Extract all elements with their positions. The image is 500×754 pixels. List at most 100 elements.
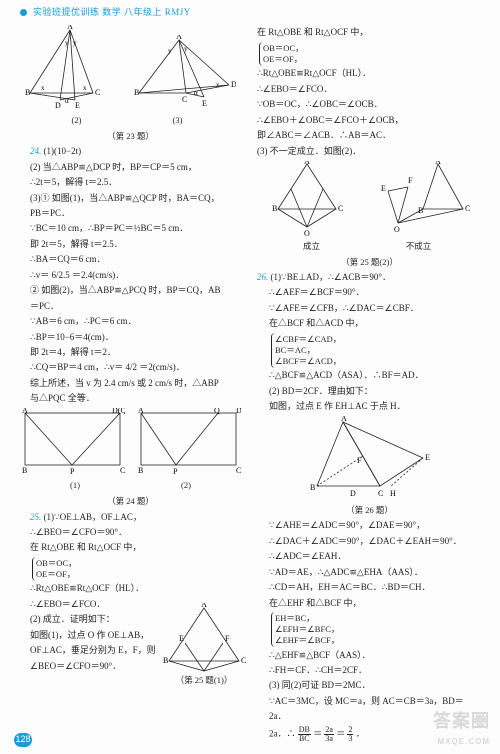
svg-text:x: x xyxy=(216,81,220,89)
text-line: (2) BD＝2CF．理由如下： xyxy=(257,385,482,399)
svg-text:F: F xyxy=(357,456,362,465)
text-line: ∵∠AHE＝∠ADC＝90°，∠DAE＝90°， xyxy=(257,519,482,533)
svg-text:Q: Q xyxy=(214,408,220,415)
svg-text:D: D xyxy=(350,489,356,498)
fig25b-sub1: 成立 xyxy=(266,240,358,253)
question-number: 25. xyxy=(30,512,44,522)
text: ∴∠AEF＝∠BCF＝90°． xyxy=(269,287,364,297)
text: 即 2t＝4，解得 t＝2． xyxy=(30,347,116,357)
svg-text:y: y xyxy=(168,47,172,55)
svg-text:B: B xyxy=(134,88,139,97)
figure-24-2: A B C D Q P xyxy=(136,408,241,478)
text-line: ∴BP＝10−6＝4(cm)． xyxy=(18,331,243,345)
text: 即 2t＝5，解得 t＝2.5． xyxy=(30,239,123,249)
text: ∵∠AHE＝∠ADC＝90°，∠DAE＝90°， xyxy=(269,520,425,530)
text-line: 即 2t＝4，解得 t＝2． xyxy=(18,346,243,360)
text: ∵AB＝6 cm，∴PC＝6 cm． xyxy=(30,316,136,326)
text-line: 即 2t＝5，解得 t＝2.5． xyxy=(18,238,243,252)
frac-lhs: 2a．∴ xyxy=(269,728,298,738)
text-line: ∴∠DAC＋∠ADC＝90°，∠DAC＋∠EAH＝90°． xyxy=(257,535,482,549)
svg-text:B: B xyxy=(163,656,168,665)
figure-24-1: A B C D(Q) P xyxy=(20,408,125,478)
text-line: (3)① 如图(1)，当△ABP≌△QCP 时，BA＝CQ， xyxy=(18,192,243,206)
question-number: 24. xyxy=(30,146,44,156)
label-D: D xyxy=(55,101,61,110)
text-line: ∴Rt△OBE≌Rt△OCF（HL）． xyxy=(18,582,243,596)
label-B: B xyxy=(25,88,30,97)
text: ∠BEO＝∠CFO＝90°． xyxy=(30,661,121,671)
brace-line: EH＝BC，∠EFH＝∠BFC，∠EHF＝∠BCF， xyxy=(257,612,482,647)
header-title: 实验班提优训练 数学 八年级上 RMJY xyxy=(33,6,191,20)
svg-text:D: D xyxy=(236,408,241,415)
text: 综上所述，当 v 为 2.4 cm/s 或 2 cm/s 时，△ABP xyxy=(30,378,219,388)
text: ∴CD＝AH，EH＝AC＝BC．∴BD＝CH． xyxy=(269,582,430,592)
svg-text:α: α xyxy=(194,89,198,97)
fig24-caption: （第 24 题） xyxy=(18,495,243,508)
svg-text:B: B xyxy=(272,204,277,213)
figure-25-1-wrap: A B C E F O （第 25 题(1)） xyxy=(161,603,247,689)
text: (1)∵BE⊥AD，∴∠ACB＝90°． xyxy=(271,272,391,282)
brace: OB＝OC，OE＝OF， xyxy=(32,557,77,581)
text-line: ∴∠EBO＝∠FCO． xyxy=(257,83,482,97)
text-line: 在△BCF 和△ACD 中， xyxy=(257,317,482,331)
text: 在 Rt△OBE 和 Rt△OCF 中， xyxy=(257,27,368,37)
text-line: ∴∠AEF＝∠BCF＝90°． xyxy=(257,286,482,300)
text: ∴FH＝CF．∴CH＝2CF． xyxy=(269,665,367,675)
svg-text:D: D xyxy=(231,80,236,89)
text-line: (3) 不一定成立．如图(2)． xyxy=(257,145,482,159)
text: ∴BP＝10−6＝4(cm)． xyxy=(30,332,114,342)
text: ∴2t＝5，解得 t＝2.5． xyxy=(30,177,117,187)
svg-text:E: E xyxy=(179,634,184,643)
frac-3: 23 xyxy=(347,726,353,743)
text-line: ＝PC． xyxy=(18,300,243,314)
page-number-value: 128 xyxy=(14,733,32,747)
text: ∴v＝ 6/2.5 ＝2.4(cm/s)． xyxy=(30,270,124,280)
left-text: 24. (1)(10−2t)(2) 当△ABP≌△DCP 时，BP＝CP＝5 c… xyxy=(18,145,243,406)
text-line: ∴CD＝AH，EH＝AC＝BC．∴BD＝CH． xyxy=(257,581,482,595)
text-line: ∴∠EBO＋∠OBC＝∠FCO＋∠OCB， xyxy=(257,114,482,128)
figure-25-2-subs: 成立 不成立 xyxy=(257,239,482,255)
text-line: 26. (1)∵BE⊥AD，∴∠ACB＝90°． xyxy=(257,271,482,285)
frac-2: 2a3a xyxy=(324,726,334,743)
text: ∵AC＝3MC，设 MC＝a，则 AC＝CB＝3a，BD＝ xyxy=(269,696,464,706)
svg-text:A: A xyxy=(435,161,441,166)
right-column: 在 Rt△OBE 和 Rt△OCF 中， OB＝OC，OE＝OF， ∴Rt△OBE≌… xyxy=(257,25,482,744)
text: (3) 不一定成立．如图(2)． xyxy=(257,146,361,156)
text: ∴Rt△OBE≌Rt△OCF（HL）． xyxy=(257,68,371,78)
text-line: 与△PQC 全等． xyxy=(18,392,243,406)
text-line: ∴∠BEO＝∠CFO＝90°． xyxy=(18,526,243,540)
page-number: 128 xyxy=(14,733,32,747)
figure-23-3: A B C D E y y x α xyxy=(134,35,236,113)
text: 与△PQC 全等． xyxy=(30,393,95,403)
text: ∵AD＝AE，∴△ADC≌△EHA（AAS）． xyxy=(269,567,423,577)
brace-line: OB＝OC，OE＝OF， xyxy=(257,42,482,66)
svg-text:B: B xyxy=(138,466,143,475)
text: 在 Rt△OBE 和 Rt△OCF 中， xyxy=(30,542,141,552)
left-column: A B C D E x x y y α A B C D xyxy=(18,25,243,744)
text: (1)(10−2t) xyxy=(44,146,82,156)
svg-text:A: A xyxy=(138,408,144,415)
text-line: 24. (1)(10−2t) xyxy=(18,145,243,159)
text: (2) BD＝2CF．理由如下： xyxy=(269,386,373,396)
svg-text:A: A xyxy=(304,161,310,166)
text-line: PB＝PC． xyxy=(18,207,243,221)
svg-text:y: y xyxy=(184,45,188,53)
text: ∴∠BEO＝∠CFO＝90°． xyxy=(30,527,127,537)
text: ∴∠DAC＋∠ADC＝90°，∠DAC＋∠EAH＝90°． xyxy=(269,536,462,546)
text-line: ∴FH＝CF．∴CH＝2CF． xyxy=(257,664,482,678)
svg-text:C: C xyxy=(465,204,470,213)
svg-text:H: H xyxy=(390,489,396,498)
text: ∴BA＝CQ＝6 cm． xyxy=(30,254,105,264)
fig26-caption: （第 26 题） xyxy=(257,504,482,517)
text-line: 在 Rt△OBE 和 Rt△OCF 中， xyxy=(257,26,482,40)
text-line: ∵OB＝OC，∴∠OBC＝∠OCB． xyxy=(257,98,482,112)
figure-23-2: A B C D E x x y y α xyxy=(25,25,113,113)
svg-text:P: P xyxy=(70,467,75,476)
svg-text:F: F xyxy=(225,634,230,643)
svg-text:D(Q): D(Q) xyxy=(112,408,125,415)
right-text-a: 在 Rt△OBE 和 Rt△OCF 中， OB＝OC，OE＝OF， ∴Rt△OBE≌… xyxy=(257,26,482,158)
text: ∵∠AFE＝∠CFB，∴∠DAC＝∠CBF． xyxy=(269,303,419,313)
text: ∴△BCF≌△ACD（ASA）．∴BF＝AD． xyxy=(269,370,424,380)
label-x2: x xyxy=(83,84,87,92)
text: ∴∠EBO＝∠FCO． xyxy=(30,599,105,609)
